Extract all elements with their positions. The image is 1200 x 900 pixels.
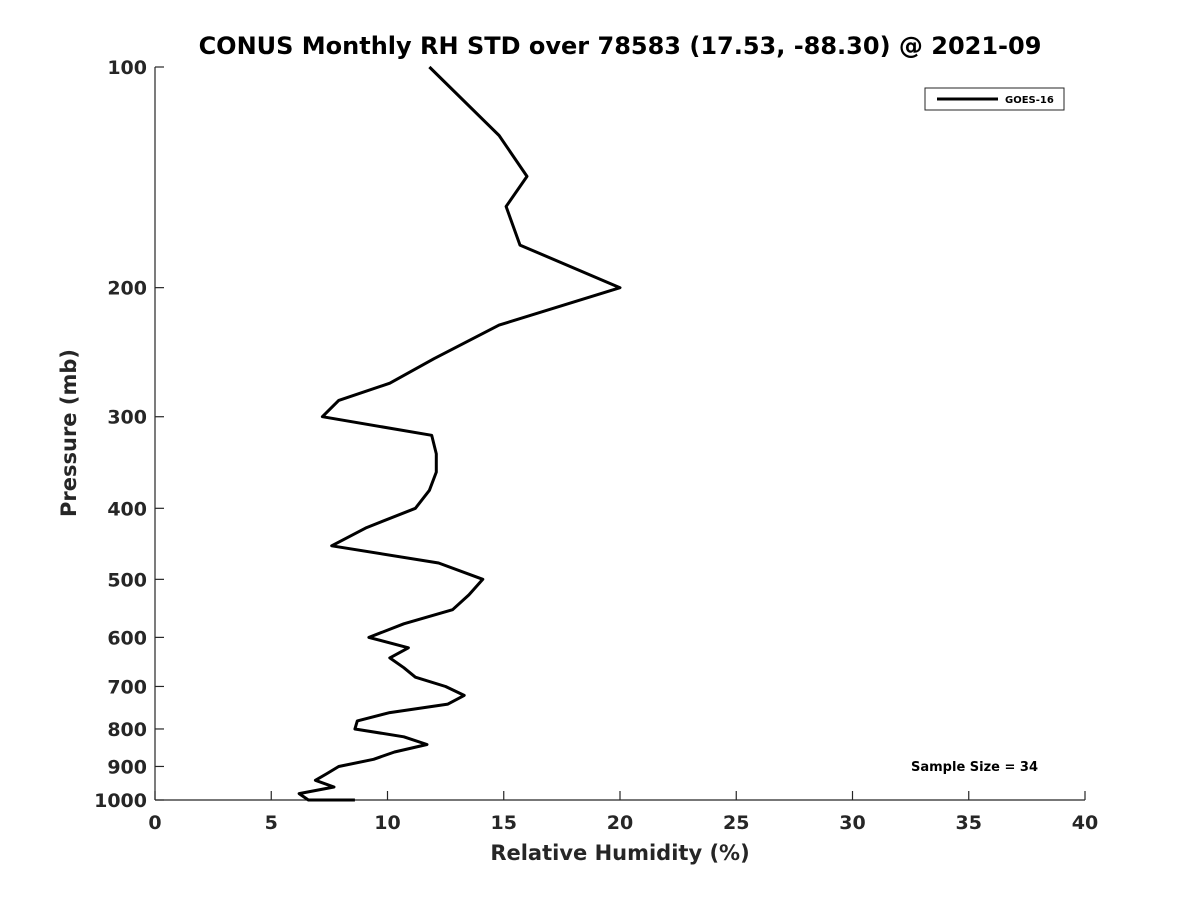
y-tick-label: 700 xyxy=(107,676,147,698)
y-tick-label: 900 xyxy=(107,756,147,778)
sample-size-annotation: Sample Size = 34 xyxy=(911,760,1038,775)
x-tick-label: 35 xyxy=(956,812,982,834)
x-tick-label: 15 xyxy=(491,812,517,834)
plot-area: 0 5 10 15 20 25 30 35 40 100 200 300 400 500 600 700 80… xyxy=(94,57,1098,834)
x-axis-ticks: 0 5 10 15 20 25 30 35 40 xyxy=(148,791,1098,834)
series-line-goes16 xyxy=(297,65,622,802)
y-tick-label: 1000 xyxy=(94,790,147,812)
x-axis-label: Relative Humidity (%) xyxy=(490,841,749,865)
y-tick-label: 100 xyxy=(107,57,147,79)
x-tick-label: 30 xyxy=(839,812,865,834)
x-tick-label: 25 xyxy=(723,812,749,834)
y-tick-label: 500 xyxy=(107,569,147,591)
y-tick-label: 800 xyxy=(107,719,147,741)
y-tick-label: 600 xyxy=(107,627,147,649)
y-tick-label: 400 xyxy=(107,498,147,520)
x-tick-label: 5 xyxy=(265,812,278,834)
x-tick-label: 20 xyxy=(607,812,633,834)
y-axis-label: Pressure (mb) xyxy=(57,349,81,517)
y-tick-label: 200 xyxy=(107,278,147,300)
y-tick-label: 300 xyxy=(107,407,147,429)
x-tick-label: 40 xyxy=(1072,812,1098,834)
x-tick-label: 10 xyxy=(374,812,400,834)
x-tick-label: 0 xyxy=(148,812,161,834)
legend: GOES-16 xyxy=(924,87,1065,111)
y-axis-ticks: 100 200 300 400 500 600 700 800 900 1000 xyxy=(94,57,164,812)
legend-label-goes16: GOES-16 xyxy=(1005,95,1054,106)
chart-title: CONUS Monthly RH STD over 78583 (17.53, … xyxy=(199,32,1042,60)
